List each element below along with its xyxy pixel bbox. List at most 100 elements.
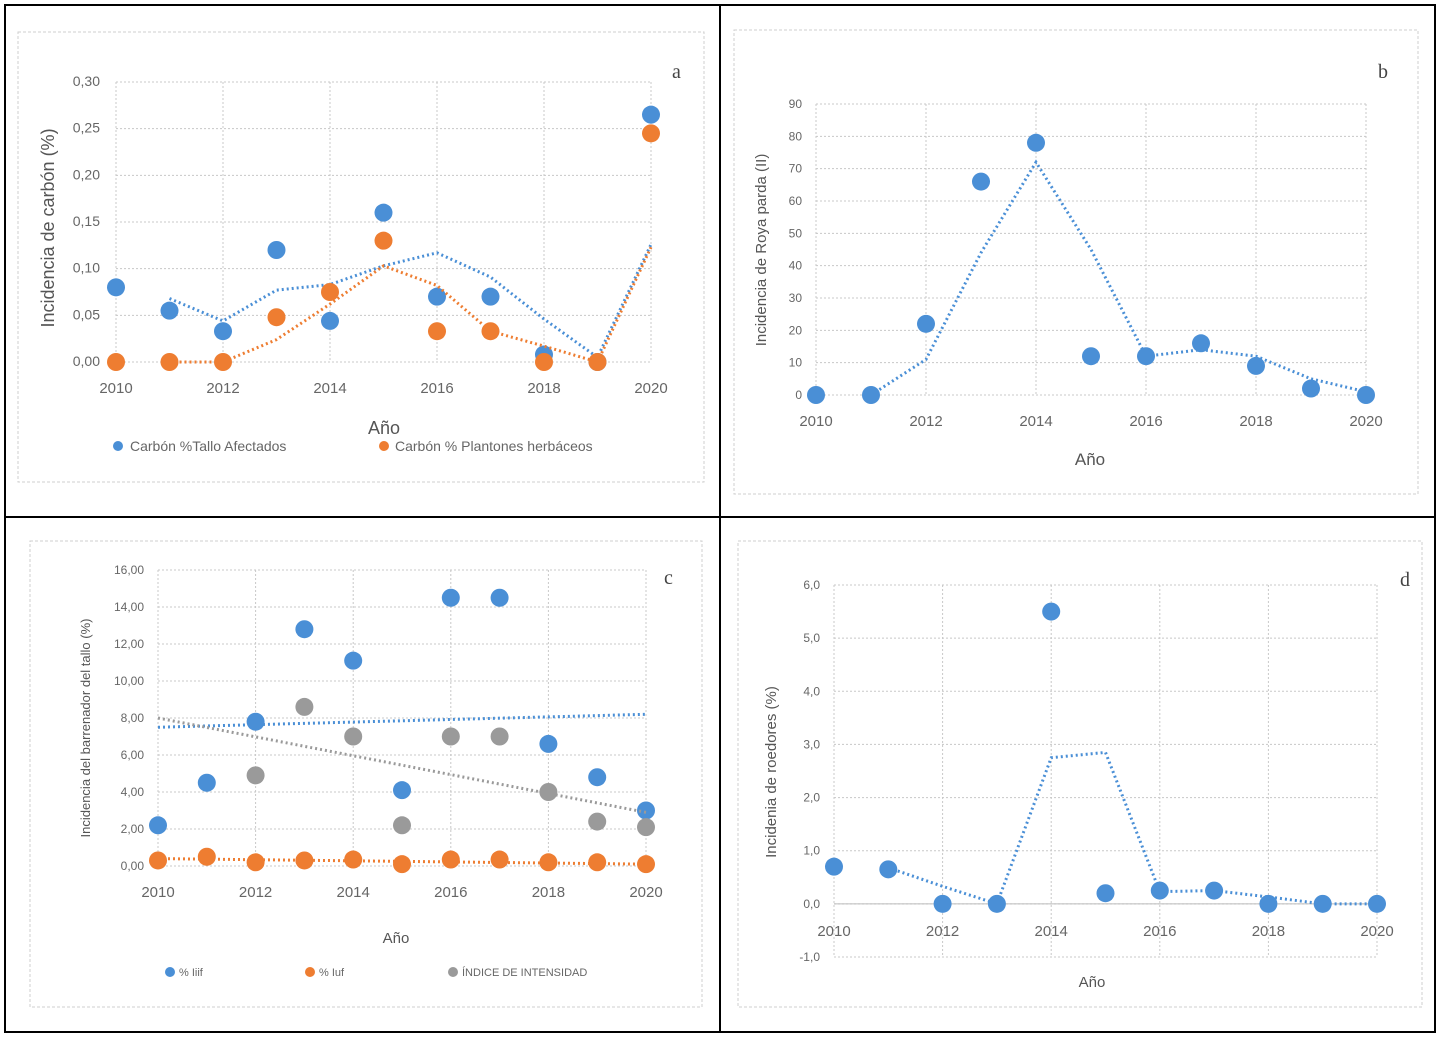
panel-d-ytick: 2,0 [803, 791, 820, 805]
panel-c-series2-point [588, 812, 607, 831]
panel-a-series1-point [267, 308, 286, 327]
legend-c-blue-label: % Iiif [179, 967, 204, 979]
panel-d-series0-point [1368, 894, 1386, 913]
panel-a-series1-point [588, 353, 607, 371]
panel-b-ytick: 60 [789, 194, 803, 208]
panel-a-ytick: 0,15 [73, 213, 100, 229]
panel-c-xtick: 2020 [629, 884, 662, 901]
legend-a-blue-marker [113, 441, 123, 451]
panel-c-series2-point [441, 727, 460, 746]
panel-d-series0-point [1313, 894, 1332, 913]
legend-a-orange-marker [379, 441, 389, 451]
panel-c-series1-point [539, 853, 558, 872]
panel-b-series0-point [1082, 347, 1100, 366]
panel-d-xtick: 2016 [1143, 923, 1176, 940]
panel-d-ylabel: Incidenia de roedores (%) [763, 686, 780, 858]
panel-b-xtick: 2018 [1239, 413, 1272, 430]
panel-a-series0-trendline [168, 243, 653, 360]
panel-d-series0-point [987, 894, 1006, 913]
panel-d-xlabel: Año [1079, 974, 1106, 991]
panel-a-series1-point [214, 353, 232, 371]
panel-b-series0-point [1247, 356, 1265, 375]
panel-c-xtick: 2016 [434, 884, 467, 901]
legend-c-gray-label: ÍNDICE DE INTENSIDAD [462, 966, 587, 979]
panel-c-series1-linear-trend [157, 857, 647, 866]
panel-b-border [733, 29, 1419, 495]
panel-d-ytick: -1,0 [799, 950, 820, 964]
panel-b-series0-point [1192, 334, 1210, 353]
panel-b-xtick: 2020 [1349, 413, 1382, 430]
panel-c-series1-point [588, 853, 607, 872]
panel-a-ytick: 0,30 [73, 73, 100, 89]
panel-d-xtick: 2018 [1252, 923, 1285, 940]
panel-c-series1-point [344, 850, 363, 869]
panel-c-series2-point [637, 818, 655, 837]
panel-c-plot: 0,00 2,00 4,00 6,00 8,00 10,00 12,00 14,00 16,00… [114, 563, 663, 901]
panel-d-series0-point [933, 894, 952, 913]
panel-c-ytick: 16,00 [114, 563, 144, 577]
panel-c-series2-point [393, 816, 411, 835]
panel-d-series0-point [825, 857, 843, 876]
panel-b-ytick: 30 [789, 291, 803, 305]
panel-d-ytick: 6,0 [803, 578, 820, 592]
panel-a-ytick: 0,20 [73, 166, 100, 182]
panel-c-series0-point [588, 768, 607, 787]
panel-a-legend: Carbón %Tallo Afectados Carbón % Planton… [113, 438, 593, 454]
panel-a-series0-point [107, 278, 125, 297]
panel-a-xtick: 2018 [527, 380, 560, 397]
panel-b-xlabel: Año [1075, 450, 1105, 469]
panel-d-series0-trendline [887, 750, 1377, 906]
panel-a-series0-point [321, 311, 339, 330]
panel-d-series0-point [879, 860, 898, 879]
panel-a-series1-point [160, 353, 179, 371]
panel-a-ytick: 0,25 [73, 120, 100, 136]
panel-c-ytick: 12,00 [114, 637, 144, 651]
panel-c-ytick: 6,00 [121, 748, 145, 762]
panel-b-series0-point [862, 386, 880, 404]
panel-b-xtick: 2014 [1019, 413, 1052, 430]
panel-b-xtick: 2012 [909, 413, 942, 430]
panel-a-series1-point [107, 353, 125, 371]
panel-c-series1-point [295, 851, 314, 870]
panel-d-series0-point [1205, 881, 1224, 900]
panel-b-series0-point [917, 314, 935, 333]
panel-a-ytick: 0,00 [73, 353, 100, 369]
panel-c-ytick: 2,00 [121, 822, 145, 836]
panel-d-series0-point [1042, 602, 1061, 621]
panel-c-series1-point [441, 850, 460, 869]
panel-a-series0-point [267, 241, 286, 259]
panel-c-series1-point [637, 855, 655, 874]
panel-b-series0-point [1027, 133, 1045, 152]
panel-a-letter: a [672, 61, 681, 83]
panel-a-series1-point [535, 353, 553, 371]
panel-a-series1-point [642, 124, 660, 143]
panel-a-series1-point [321, 283, 339, 301]
panel-c-series1-point [149, 851, 167, 870]
panel-c-ytick: 4,00 [121, 785, 145, 799]
legend-a-blue-label: Carbón %Tallo Afectados [130, 438, 286, 454]
panel-c-series2-point [539, 783, 558, 801]
legend-c-blue-marker [165, 967, 175, 977]
panel-divider-vertical [719, 4, 721, 1033]
panel-b-ytick: 50 [789, 226, 803, 240]
panel-c-series1-point [490, 850, 509, 869]
panel-b-ylabel: Incidencia de Roya parda (II) [753, 154, 770, 347]
panel-c-series0-point [441, 588, 460, 607]
legend-c-orange-marker [305, 967, 315, 977]
panel-a-series0-point [642, 105, 660, 124]
panel-d-border [737, 540, 1423, 1008]
panel-a-border [17, 31, 705, 483]
panel-c-series2-point [490, 727, 509, 746]
panel-c-border [29, 540, 703, 1008]
panel-d-ytick: 3,0 [803, 737, 820, 751]
panel-c-series0-point [637, 801, 655, 820]
panel-b-ytick: 10 [789, 356, 803, 370]
panel-d-ytick: 5,0 [803, 631, 820, 645]
legend-c-orange-label: % Iuf [319, 967, 345, 979]
panel-a-xtick: 2012 [206, 380, 239, 397]
panel-b-xtick: 2010 [799, 413, 832, 430]
panel-c-series0-point [490, 588, 509, 607]
panel-c-ytick: 8,00 [121, 711, 145, 725]
panel-d-letter: d [1400, 569, 1410, 591]
panel-d-ytick: 1,0 [803, 844, 820, 858]
